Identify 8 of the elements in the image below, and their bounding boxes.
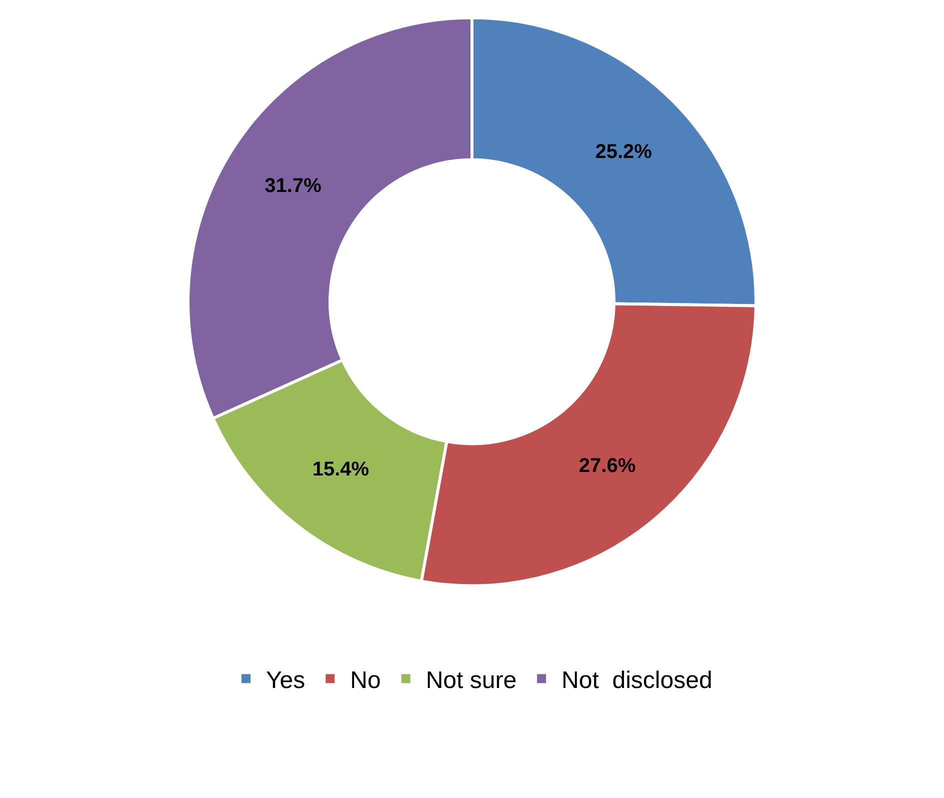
legend-label: Not sure: [426, 667, 517, 694]
legend-label: Yes: [266, 667, 306, 694]
legend-label: Not disclosed: [562, 667, 712, 694]
data-label: 31.7%: [264, 175, 322, 198]
data-label: 27.6%: [578, 455, 636, 478]
data-label: 25.2%: [595, 141, 652, 164]
data-label: 15.4%: [312, 458, 370, 481]
legend-label: No: [350, 667, 381, 694]
